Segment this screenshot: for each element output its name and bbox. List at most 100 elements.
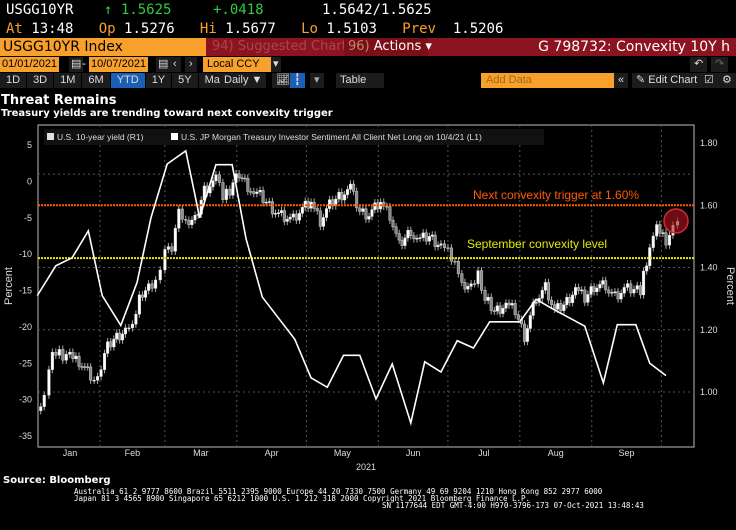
candle-body: [64, 354, 68, 361]
candle-chart-icon[interactable]: ┇: [290, 73, 305, 88]
candle-body: [80, 366, 84, 368]
security-input[interactable]: USGG10YR Index: [0, 38, 206, 56]
calendar-icon[interactable]: ▤: [69, 57, 84, 72]
currency-dropdown-icon[interactable]: ▾: [271, 57, 281, 72]
candle-body: [651, 235, 655, 248]
redo-icon[interactable]: ↷: [711, 57, 729, 72]
start-date-input[interactable]: 01/01/2021: [0, 57, 60, 72]
candle-body: [54, 351, 58, 356]
candle-body: [246, 177, 250, 192]
candle-body: [252, 191, 256, 194]
candle-body: [134, 313, 138, 325]
period-tab-3d[interactable]: 3D: [27, 73, 54, 88]
net-change: +.0418: [213, 2, 264, 18]
candle-body: [516, 314, 520, 320]
chart-type-dropdown-icon[interactable]: ▾: [310, 73, 324, 88]
candle-body: [315, 208, 319, 212]
prev-label: Prev: [402, 21, 436, 37]
next-period-button[interactable]: ›: [185, 57, 197, 72]
candle-body: [583, 289, 587, 303]
candle-body: [553, 304, 557, 310]
op-label: Op: [98, 21, 116, 37]
candle-body: [193, 215, 197, 221]
candle-body: [39, 406, 43, 411]
candle-body: [592, 286, 596, 292]
candle-body: [83, 366, 87, 368]
candle-body: [370, 209, 374, 217]
reference-lines: [38, 204, 694, 260]
sentiment-line: [36, 149, 667, 426]
currency-select[interactable]: Local CCY: [203, 57, 271, 72]
candle-body: [303, 201, 307, 208]
candle-body: [106, 341, 110, 354]
candle-body: [291, 213, 295, 218]
chart-title-text: Threat Remains: [1, 93, 117, 108]
candle-body: [166, 246, 170, 250]
line-chart-icon[interactable]: 📈︎: [272, 73, 294, 88]
actions-button[interactable]: 96) Actions ▾: [344, 38, 432, 56]
candle-body: [415, 238, 419, 240]
candle-body: [325, 208, 329, 218]
period-tab-1d[interactable]: 1D: [0, 73, 27, 88]
chart-title: G 798732: Convexity 10Y h: [538, 39, 730, 55]
candle-body: [211, 180, 215, 188]
lo-label: Lo: [301, 21, 318, 37]
candle-body: [385, 206, 389, 208]
period-tab-1m[interactable]: 1M: [54, 73, 82, 88]
candle-body: [170, 246, 174, 252]
last-value: 1.5625: [120, 2, 172, 18]
candle-body: [258, 190, 262, 193]
suggested-charts-button[interactable]: 94) Suggested Charts: [212, 38, 354, 56]
frequency-select[interactable]: Daily ▼: [220, 73, 267, 88]
period-tab-6m[interactable]: 6M: [82, 73, 110, 88]
add-data-input[interactable]: Add Data: [481, 73, 615, 88]
candle-body: [173, 228, 177, 252]
candle-body: [71, 351, 75, 360]
candle-body: [642, 270, 646, 296]
end-date-input[interactable]: 10/07/2021: [89, 57, 149, 72]
candle-body: [231, 182, 235, 196]
candle-body: [507, 302, 511, 306]
left-tick: -10: [19, 249, 32, 259]
candle-body: [61, 349, 65, 361]
right-tick: 1.60: [700, 200, 718, 210]
table-button[interactable]: Table: [336, 73, 384, 88]
chart-subtitle: Treasury yields are trending toward next…: [1, 108, 333, 119]
candle-body: [340, 191, 344, 201]
candle-body: [412, 235, 416, 240]
candle-body: [469, 283, 473, 287]
checkbox-icon[interactable]: ☑: [700, 73, 718, 88]
candle-body: [86, 366, 90, 368]
collapse-icon[interactable]: «: [614, 73, 629, 88]
candle-body: [121, 333, 125, 341]
candle-body: [460, 273, 464, 283]
suggested-label: Suggested Charts: [237, 39, 354, 54]
candle-body: [358, 207, 362, 212]
gear-icon[interactable]: ⚙: [718, 73, 736, 88]
candle-body: [565, 297, 569, 306]
candle-body: [154, 279, 158, 289]
period-tab-1y[interactable]: 1Y: [145, 73, 172, 88]
x-tick-sep: Sep: [619, 448, 635, 458]
period-tab-ytd[interactable]: YTD: [110, 73, 145, 88]
ticker: USGG10YR: [6, 2, 74, 18]
candle-body: [667, 234, 671, 246]
period-tab-5y[interactable]: 5Y: [172, 73, 198, 88]
candle-body: [613, 291, 617, 293]
candle-body: [424, 232, 428, 242]
x-tick-feb: Feb: [125, 448, 141, 458]
candle-body: [550, 299, 554, 305]
candle-body: [476, 270, 480, 284]
candle-body: [394, 226, 398, 234]
prev-period-button[interactable]: ‹: [169, 57, 181, 72]
footer-contacts: Australia 61 2 9777 8600 Brazil 5511 239…: [74, 488, 644, 510]
calendar-icon[interactable]: ▤: [156, 57, 171, 72]
undo-icon[interactable]: ↶: [690, 57, 708, 72]
candle-body: [255, 191, 259, 194]
x-tick-apr: Apr: [265, 448, 279, 458]
candle-body: [364, 208, 368, 220]
edit-chart-button[interactable]: ✎ Edit Chart: [632, 73, 702, 88]
candle-body: [273, 213, 277, 215]
candle-body: [237, 173, 241, 179]
candle-body: [427, 236, 431, 242]
